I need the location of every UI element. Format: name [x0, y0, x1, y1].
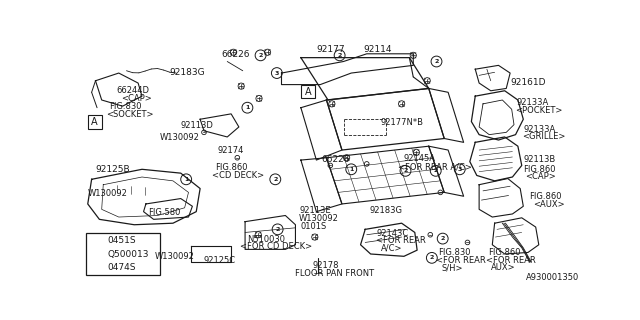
Text: 1: 1 — [184, 177, 188, 182]
Text: 92113E: 92113E — [300, 206, 331, 215]
Text: 66244D: 66244D — [116, 86, 149, 95]
Text: <CAP>: <CAP> — [525, 172, 556, 181]
Text: 66226: 66226 — [222, 50, 250, 59]
Text: 92114: 92114 — [363, 44, 392, 53]
Text: FIG.860: FIG.860 — [529, 192, 562, 201]
Text: <FOR REAR: <FOR REAR — [436, 256, 486, 265]
Text: 2: 2 — [403, 168, 408, 173]
Text: 3: 3 — [93, 265, 97, 270]
Text: 3: 3 — [458, 167, 462, 172]
Text: FIG.830: FIG.830 — [438, 248, 470, 257]
Bar — [301, 84, 315, 99]
Text: FIG.860: FIG.860 — [216, 163, 248, 172]
Text: <FOR REAR A/C>: <FOR REAR A/C> — [397, 162, 472, 172]
Text: W130092: W130092 — [298, 214, 339, 223]
Text: FIG.580: FIG.580 — [148, 208, 180, 217]
Text: 92125C: 92125C — [204, 256, 236, 265]
Text: W130092: W130092 — [154, 252, 195, 261]
Text: 92113B: 92113B — [524, 156, 556, 164]
Text: 92174: 92174 — [218, 146, 244, 155]
Text: 1: 1 — [93, 238, 97, 243]
Text: FIG.860: FIG.860 — [524, 165, 556, 174]
Text: 2: 2 — [440, 236, 445, 241]
Text: 0101S: 0101S — [301, 222, 327, 231]
Text: 1: 1 — [245, 105, 250, 110]
Text: <AUX>: <AUX> — [533, 200, 565, 209]
Text: A: A — [305, 86, 311, 97]
Text: 92177N*B: 92177N*B — [381, 118, 424, 127]
Text: Q500013: Q500013 — [107, 250, 148, 259]
Text: 92133A: 92133A — [524, 124, 556, 134]
Text: 92125B: 92125B — [95, 165, 130, 174]
Bar — [86, 233, 160, 275]
Text: FIG.860: FIG.860 — [488, 248, 520, 257]
Text: 92143C: 92143C — [376, 228, 408, 237]
Text: FIG.830: FIG.830 — [109, 102, 141, 111]
Text: <POCKET>: <POCKET> — [515, 106, 562, 115]
Text: 66226: 66226 — [322, 156, 350, 164]
Text: 2: 2 — [435, 59, 438, 64]
Bar — [88, 116, 102, 129]
Text: 2: 2 — [429, 255, 434, 260]
Text: FLOOR PAN FRONT: FLOOR PAN FRONT — [296, 269, 374, 278]
Text: S/H>: S/H> — [441, 263, 463, 272]
Text: 2: 2 — [337, 53, 342, 58]
Text: A930001350: A930001350 — [525, 273, 579, 282]
Text: A/C>: A/C> — [381, 244, 402, 253]
Text: 92161D: 92161D — [510, 78, 546, 87]
Text: 92177: 92177 — [316, 44, 345, 53]
Text: 92133A: 92133A — [516, 99, 548, 108]
Text: 2: 2 — [259, 53, 263, 58]
Text: 2: 2 — [433, 168, 438, 173]
Text: N510030: N510030 — [246, 235, 285, 244]
Text: 0474S: 0474S — [107, 263, 136, 272]
Text: 92178: 92178 — [312, 261, 339, 270]
Text: A: A — [92, 117, 98, 127]
Text: <CD DECK>: <CD DECK> — [212, 171, 264, 180]
Text: 0451S: 0451S — [107, 236, 136, 245]
Text: 2: 2 — [273, 177, 278, 182]
Text: 1: 1 — [349, 167, 353, 172]
Text: <SOCKET>: <SOCKET> — [106, 110, 154, 119]
Text: 92183G: 92183G — [169, 68, 205, 77]
Text: <CAP>: <CAP> — [121, 94, 152, 103]
Text: 92145A: 92145A — [403, 154, 435, 163]
Text: W130092: W130092 — [160, 133, 200, 142]
Text: 3: 3 — [275, 70, 279, 76]
Text: <FOR CD DECK>: <FOR CD DECK> — [241, 243, 312, 252]
Text: <FOR REAR: <FOR REAR — [376, 236, 426, 245]
Text: AUX>: AUX> — [491, 263, 515, 272]
Text: <FOR REAR: <FOR REAR — [486, 256, 536, 265]
Text: 92183G: 92183G — [369, 206, 402, 215]
Text: 2: 2 — [275, 227, 280, 232]
Text: 92113D: 92113D — [180, 121, 214, 130]
Text: 2: 2 — [93, 252, 97, 257]
Text: <GRILLE>: <GRILLE> — [522, 132, 565, 141]
Text: W130092: W130092 — [88, 188, 127, 197]
